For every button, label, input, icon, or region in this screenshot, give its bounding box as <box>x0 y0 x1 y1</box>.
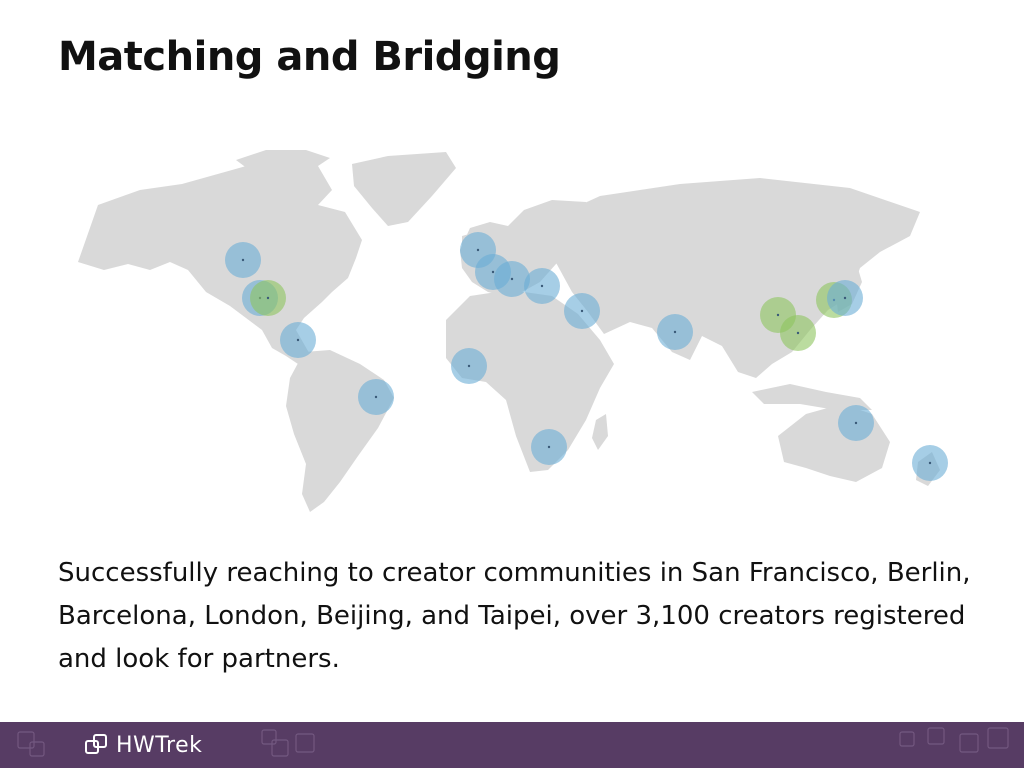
asia <box>548 178 920 378</box>
map-marker-dot <box>296 338 300 342</box>
slide-title: Matching and Bridging <box>58 34 561 80</box>
continents <box>78 150 940 512</box>
map-marker-dot <box>241 258 245 262</box>
north-america <box>78 156 362 364</box>
map-marker-dot <box>843 296 847 300</box>
map-marker-dot <box>796 331 800 335</box>
arctic-islands <box>236 150 330 172</box>
map-marker-dot <box>491 270 495 274</box>
madagascar <box>592 414 608 450</box>
australia <box>778 404 890 482</box>
map-marker-dot <box>776 313 780 317</box>
map-marker-dot <box>266 296 270 300</box>
hwtrek-squares-icon <box>85 734 107 754</box>
brand-name: HWTrek <box>116 732 203 758</box>
map-marker-dot <box>374 395 378 399</box>
south-america <box>286 350 394 512</box>
map-marker-dot <box>580 309 584 313</box>
map-marker-dot <box>547 445 551 449</box>
greenland <box>352 152 456 226</box>
africa <box>446 290 614 472</box>
hwtrek-logo: HWTrek <box>84 731 202 759</box>
indonesia <box>752 384 872 410</box>
map-marker-dot <box>540 284 544 288</box>
footer-bar: HWTrek <box>0 722 1024 768</box>
map-marker-dot <box>510 277 514 281</box>
map-marker-dot <box>476 248 480 252</box>
map-marker-dot <box>928 461 932 465</box>
footer-pattern-icon <box>17 727 1009 757</box>
body-text: Successfully reaching to creator communi… <box>58 558 971 674</box>
map-marker-dot <box>467 364 471 368</box>
map-marker-dot <box>854 421 858 425</box>
map-marker-dot <box>673 330 677 334</box>
map-markers <box>225 232 948 481</box>
